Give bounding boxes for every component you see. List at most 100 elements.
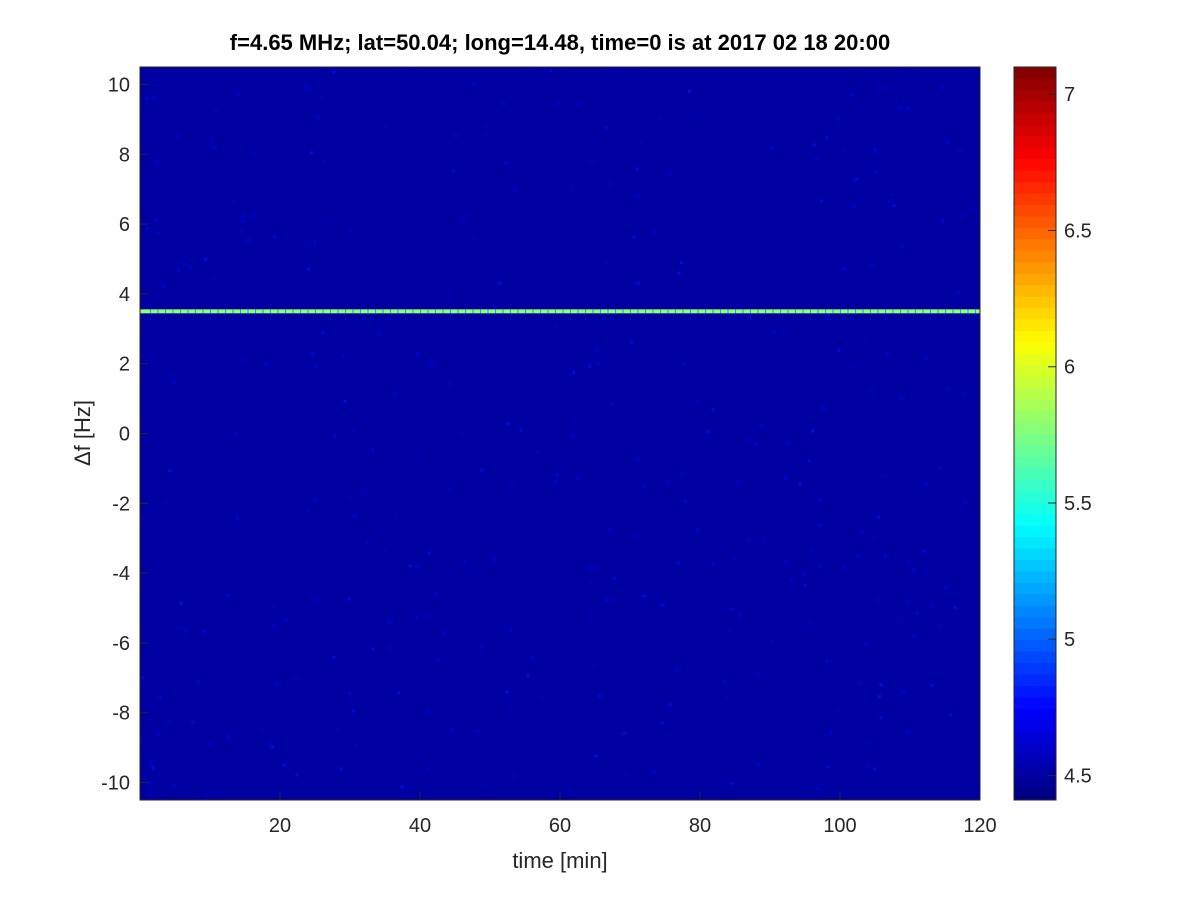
heatmap-cell <box>713 719 717 723</box>
signal-gap <box>412 309 414 314</box>
heatmap-cell <box>624 772 628 776</box>
heatmap-cell <box>735 303 739 307</box>
heatmap-cell <box>345 544 349 548</box>
heatmap-cell <box>183 627 187 631</box>
signal-gap <box>435 309 436 314</box>
heatmap-cell <box>540 437 544 441</box>
heatmap-cell <box>484 427 488 431</box>
signal-gap <box>262 309 264 314</box>
heatmap-cell <box>939 138 943 142</box>
heatmap-cell <box>246 238 250 242</box>
signal-gap <box>285 309 286 314</box>
signal-gap <box>727 309 729 314</box>
heatmap-cell <box>351 709 355 713</box>
heatmap-cell <box>257 621 261 625</box>
colorbar-segment <box>1014 708 1056 721</box>
signal-gap <box>255 309 256 314</box>
heatmap-cell <box>303 84 307 88</box>
heatmap-cell <box>958 149 962 153</box>
heatmap-cell <box>683 499 687 503</box>
signal-gap <box>945 309 946 314</box>
heatmap-cell <box>635 534 639 538</box>
heatmap-cell <box>593 566 597 570</box>
heatmap-cell <box>513 188 517 192</box>
colorbar-tick-label: 7 <box>1064 84 1075 106</box>
signal-gap <box>510 309 511 314</box>
heatmap-cell <box>630 341 634 345</box>
heatmap-cell <box>267 741 271 745</box>
heatmap-cell <box>955 327 959 331</box>
heatmap-cell <box>408 564 412 568</box>
heatmap-cell <box>343 399 347 403</box>
colorbar-segment <box>1014 387 1056 400</box>
heatmap-cell <box>853 180 857 184</box>
heatmap-cell <box>339 710 343 714</box>
heatmap-cell <box>708 480 712 484</box>
heatmap-cell <box>855 177 859 181</box>
heatmap-cell <box>936 697 940 701</box>
heatmap-cell <box>785 440 789 444</box>
heatmap-cell <box>447 487 451 491</box>
heatmap-cell <box>892 204 896 208</box>
heatmap-cell <box>430 357 434 361</box>
heatmap-cell <box>313 240 317 244</box>
heatmap-cell <box>733 557 737 561</box>
heatmap-cell <box>731 606 735 610</box>
heatmap-cell <box>506 422 510 426</box>
heatmap-cell <box>811 191 815 195</box>
heatmap-cell <box>570 187 574 191</box>
signal-gap <box>532 309 534 314</box>
heatmap-cell <box>867 389 871 393</box>
heatmap-cell <box>597 361 601 365</box>
heatmap-cell <box>466 572 470 576</box>
heatmap-cell <box>605 598 609 602</box>
heatmap-cell <box>826 765 830 769</box>
heatmap-cell <box>309 594 313 598</box>
heatmap-cell <box>611 742 615 746</box>
heatmap-cell <box>900 397 904 401</box>
heatmap-cell <box>652 230 656 234</box>
heatmap-cell <box>747 438 751 442</box>
heatmap-cell <box>305 88 309 92</box>
heatmap-cell <box>923 549 927 553</box>
signal-gap <box>345 309 346 314</box>
signal-gap <box>690 309 691 314</box>
heatmap-cell <box>443 631 447 635</box>
signal-gap <box>330 309 331 314</box>
signal-gap <box>877 309 879 314</box>
heatmap-cell <box>660 259 664 263</box>
colorbar-segment <box>1014 467 1056 480</box>
signal-gap <box>247 309 249 314</box>
heatmap-cell <box>241 115 245 119</box>
heatmap-cell <box>145 97 149 101</box>
heatmap-cell <box>783 476 787 480</box>
heatmap-cell <box>941 85 945 89</box>
heatmap-cell <box>570 424 574 428</box>
signal-gap <box>697 309 699 314</box>
heatmap-cell <box>269 429 273 433</box>
heatmap-cell <box>941 219 945 223</box>
heatmap-cell <box>276 683 280 687</box>
heatmap-cell <box>305 243 309 247</box>
heatmap-cell <box>724 583 728 587</box>
heatmap-cell <box>639 140 643 144</box>
heatmap-cell <box>279 220 283 224</box>
colorbar-segment <box>1014 536 1056 549</box>
heatmap-cell <box>849 93 853 97</box>
heatmap-cell <box>196 680 200 684</box>
colorbar-segment <box>1014 204 1056 217</box>
heatmap-cell <box>333 435 337 439</box>
heatmap-cell <box>731 575 735 579</box>
heatmap-cell <box>792 679 796 683</box>
y-tick-label: -2 <box>112 493 130 515</box>
heatmap-cell <box>874 169 878 173</box>
heatmap-cell <box>825 659 829 663</box>
heatmap-cell <box>212 145 216 149</box>
heatmap-cell <box>510 702 514 706</box>
heatmap-cell <box>334 727 338 731</box>
colorbar-segment <box>1014 548 1056 560</box>
heatmap-cell <box>930 418 934 422</box>
heatmap-cell <box>746 375 750 379</box>
signal-line <box>140 309 980 314</box>
heatmap-cell <box>204 363 208 367</box>
